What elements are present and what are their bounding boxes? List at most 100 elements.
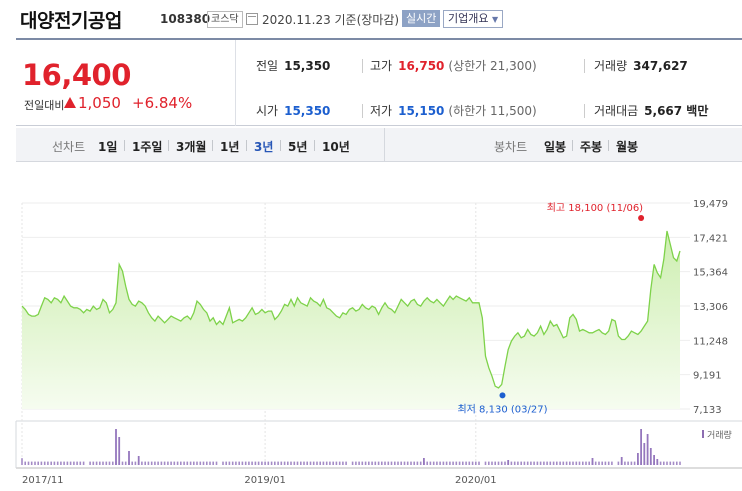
volume-bar (442, 461, 445, 465)
volume-bar (66, 461, 69, 465)
price-chart[interactable]: 19,479 17,421 15,364 13,306 11,248 9,191 7,133… (0, 163, 742, 491)
volume-bar (552, 461, 555, 465)
volume-bar (124, 461, 127, 465)
volume-legend-swatch (702, 430, 704, 438)
volume-bar (128, 451, 130, 465)
volume-bar (465, 461, 467, 465)
volume-bar (413, 461, 415, 465)
reference-date: 2020.11.23 기준(장마감) (262, 13, 400, 27)
volume-bar (287, 461, 289, 465)
tab-1y[interactable]: 1년 (220, 140, 240, 154)
y-tick-label: 11,248 (693, 336, 728, 347)
company-overview-dropdown[interactable]: 기업개요 ▼ (443, 10, 504, 28)
volume-bar (578, 461, 581, 465)
price-change-pct: +6.84% (132, 94, 193, 112)
volume-bar (73, 461, 75, 465)
volume-bar (513, 461, 516, 465)
volume-label: 거래량 (594, 59, 628, 73)
realtime-button[interactable]: 실시간 (402, 10, 441, 27)
volume-bar (196, 461, 198, 465)
low-price: 저가 15,150 (하한가 11,500) (370, 102, 537, 119)
tab-daily[interactable]: 일봉 (544, 140, 567, 154)
volume-bar (471, 461, 474, 465)
volume-bar (76, 461, 78, 465)
volume-bar (40, 461, 43, 465)
divider (584, 59, 585, 73)
volume-bar (526, 461, 529, 465)
volume-bar (193, 461, 195, 465)
volume-bar (582, 461, 584, 465)
volume-bar (432, 461, 435, 465)
y-tick-label: 19,479 (693, 199, 728, 210)
x-tick-label: 2017/11 (22, 475, 64, 486)
volume-bar (569, 461, 571, 465)
volume-bar (69, 461, 72, 465)
tab-3y[interactable]: 3년 (254, 140, 274, 154)
volume-bar (377, 461, 380, 465)
y-tick-label: 9,191 (693, 371, 722, 382)
volume-bar (92, 461, 95, 465)
open-value: 15,350 (284, 104, 331, 118)
tab-5y[interactable]: 5년 (288, 140, 308, 154)
tab-divider (246, 140, 247, 151)
volume-bar (546, 461, 548, 465)
price-area (22, 231, 680, 409)
volume-bar (530, 461, 532, 465)
volume-bar (445, 461, 448, 465)
tab-weekly[interactable]: 주봉 (580, 140, 603, 154)
volume-bar (640, 429, 642, 465)
volume-bar (157, 461, 159, 465)
volume-bar (611, 461, 613, 465)
volume-bar (105, 461, 108, 465)
volume-bar (676, 461, 678, 465)
volume-legend: 거래량 (707, 429, 732, 441)
volume-bar (63, 461, 65, 465)
volume-bar (406, 461, 409, 465)
volume-bar (257, 461, 260, 465)
volume-bar (439, 461, 441, 465)
volume-bar (565, 461, 568, 465)
up-arrow-icon (64, 97, 76, 108)
volume-bar (50, 461, 52, 465)
divider (362, 59, 363, 73)
divider (584, 104, 585, 118)
volume-bar (549, 461, 552, 465)
volume-bar (231, 461, 234, 465)
volume-bar (329, 461, 331, 465)
open-price: 시가 15,350 (256, 102, 330, 119)
volume-bar (494, 461, 496, 465)
high-value: 16,750 (398, 59, 445, 73)
tab-divider (572, 140, 573, 151)
x-axis-ticks: 2017/11 2019/01 2020/01 (22, 475, 497, 486)
volume-bar (215, 461, 218, 465)
volume-bar (361, 461, 364, 465)
volume-value: 347,627 (633, 59, 688, 73)
volume-bar (455, 461, 458, 465)
volume-bar (312, 461, 315, 465)
volume-bar (306, 461, 308, 465)
volume-bar (394, 461, 396, 465)
tab-1d[interactable]: 1일 (98, 140, 118, 154)
volume-bar (659, 461, 662, 465)
tab-10y[interactable]: 10년 (322, 140, 350, 154)
volume-bars (21, 429, 681, 465)
volume-bar (248, 461, 250, 465)
volume-bar (562, 461, 565, 465)
price-summary: 16,400 전일대비 1,050 +6.84% 전일 15,350 고가 16,7… (16, 38, 742, 126)
tab-monthly[interactable]: 월봉 (616, 140, 639, 154)
volume-bar (144, 461, 146, 465)
header: 대양전기공업 108380 코스닥 2020.11.23 기준(장마감) 실시간… (0, 0, 742, 38)
tab-1w[interactable]: 1주일 (132, 140, 163, 154)
volume-bar (669, 461, 672, 465)
high-label: 고가 (370, 59, 393, 73)
tab-3m[interactable]: 3개월 (176, 140, 207, 154)
volume-bar (449, 461, 451, 465)
volume-bar (277, 461, 279, 465)
volume-bar (520, 461, 522, 465)
low-label: 저가 (370, 104, 393, 118)
volume-bar (458, 461, 461, 465)
amount-label: 거래대금 (594, 104, 639, 118)
max-marker (638, 215, 645, 222)
current-price-box: 16,400 전일대비 1,050 +6.84% (16, 40, 236, 126)
volume-bar (630, 461, 633, 465)
